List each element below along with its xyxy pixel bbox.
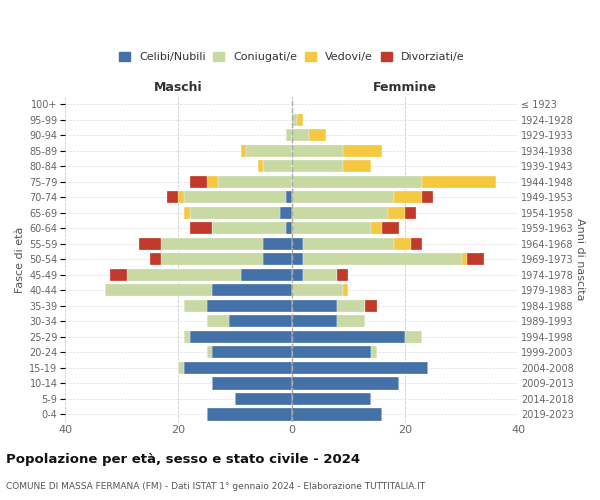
- Bar: [292, 130, 308, 141]
- Legend: Celibi/Nubili, Coniugati/e, Vedovi/e, Divorziati/e: Celibi/Nubili, Coniugati/e, Vedovi/e, Di…: [119, 52, 464, 62]
- Bar: [286, 130, 292, 141]
- Bar: [212, 222, 286, 234]
- Bar: [292, 362, 428, 374]
- Bar: [258, 160, 263, 172]
- Bar: [422, 176, 496, 188]
- Bar: [263, 254, 292, 266]
- Bar: [161, 238, 263, 250]
- Bar: [167, 192, 178, 203]
- Bar: [292, 254, 303, 266]
- Bar: [292, 300, 337, 312]
- Bar: [235, 393, 292, 405]
- Bar: [292, 316, 337, 328]
- Bar: [298, 114, 303, 126]
- Bar: [184, 362, 292, 374]
- Text: COMUNE DI MASSA FERMANA (FM) - Dati ISTAT 1° gennaio 2024 - Elaborazione TUTTITA: COMUNE DI MASSA FERMANA (FM) - Dati ISTA…: [6, 482, 425, 491]
- Bar: [394, 238, 410, 250]
- Bar: [343, 145, 382, 157]
- Bar: [207, 316, 229, 328]
- Bar: [247, 145, 292, 157]
- Bar: [292, 269, 303, 281]
- Bar: [343, 284, 349, 296]
- Bar: [207, 300, 292, 312]
- Bar: [184, 331, 190, 343]
- Bar: [371, 222, 382, 234]
- Bar: [280, 207, 292, 219]
- Bar: [337, 316, 365, 328]
- Bar: [292, 408, 382, 420]
- Bar: [190, 176, 207, 188]
- Bar: [292, 378, 400, 390]
- Bar: [161, 254, 263, 266]
- Bar: [184, 300, 207, 312]
- Text: Femmine: Femmine: [373, 82, 437, 94]
- Bar: [218, 176, 292, 188]
- Bar: [343, 160, 371, 172]
- Bar: [292, 207, 388, 219]
- Bar: [110, 269, 127, 281]
- Bar: [263, 238, 292, 250]
- Bar: [127, 269, 241, 281]
- Bar: [178, 192, 184, 203]
- Bar: [150, 254, 161, 266]
- Bar: [241, 145, 247, 157]
- Bar: [405, 331, 422, 343]
- Bar: [207, 346, 212, 358]
- Bar: [292, 145, 343, 157]
- Bar: [292, 160, 343, 172]
- Bar: [184, 192, 286, 203]
- Y-axis label: Fasce di età: Fasce di età: [15, 226, 25, 292]
- Bar: [263, 160, 292, 172]
- Bar: [212, 346, 292, 358]
- Bar: [241, 269, 292, 281]
- Bar: [303, 269, 337, 281]
- Text: Maschi: Maschi: [154, 82, 203, 94]
- Bar: [292, 346, 371, 358]
- Bar: [292, 114, 298, 126]
- Bar: [467, 254, 484, 266]
- Bar: [212, 284, 292, 296]
- Bar: [229, 316, 292, 328]
- Bar: [410, 238, 422, 250]
- Bar: [190, 222, 212, 234]
- Bar: [337, 300, 365, 312]
- Bar: [292, 284, 343, 296]
- Bar: [105, 284, 212, 296]
- Bar: [292, 331, 405, 343]
- Bar: [337, 269, 349, 281]
- Bar: [286, 192, 292, 203]
- Bar: [292, 222, 371, 234]
- Bar: [286, 222, 292, 234]
- Bar: [212, 378, 292, 390]
- Bar: [184, 207, 190, 219]
- Bar: [292, 393, 371, 405]
- Bar: [303, 238, 394, 250]
- Bar: [292, 238, 303, 250]
- Bar: [190, 207, 280, 219]
- Bar: [388, 207, 405, 219]
- Bar: [292, 176, 422, 188]
- Bar: [303, 254, 461, 266]
- Text: Popolazione per età, sesso e stato civile - 2024: Popolazione per età, sesso e stato civil…: [6, 452, 360, 466]
- Bar: [292, 192, 394, 203]
- Bar: [308, 130, 326, 141]
- Bar: [178, 362, 184, 374]
- Bar: [207, 176, 218, 188]
- Bar: [422, 192, 433, 203]
- Y-axis label: Anni di nascita: Anni di nascita: [575, 218, 585, 300]
- Bar: [405, 207, 416, 219]
- Bar: [382, 222, 400, 234]
- Bar: [461, 254, 467, 266]
- Bar: [190, 331, 292, 343]
- Bar: [365, 300, 377, 312]
- Bar: [394, 192, 422, 203]
- Bar: [207, 408, 292, 420]
- Bar: [371, 346, 377, 358]
- Bar: [139, 238, 161, 250]
